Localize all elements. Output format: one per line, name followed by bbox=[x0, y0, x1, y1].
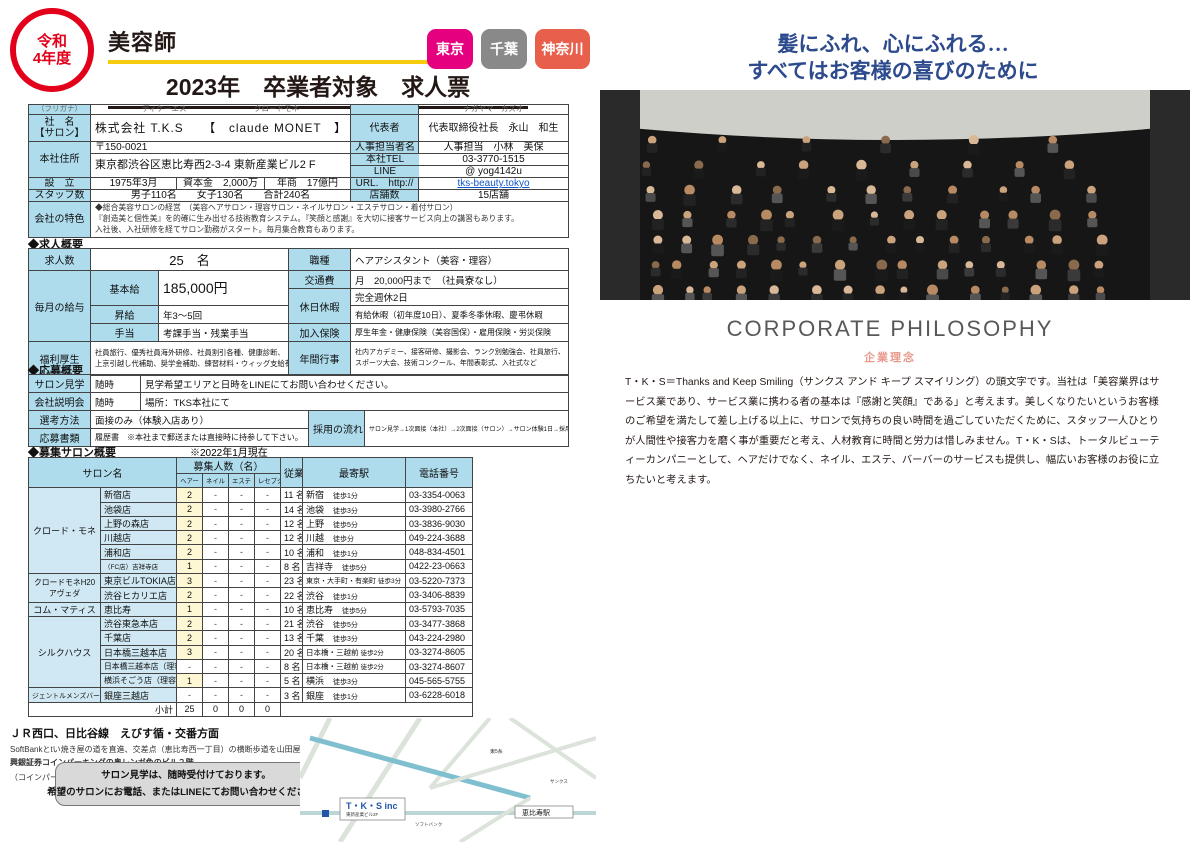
svg-text:恵比寿駅: 恵比寿駅 bbox=[522, 808, 550, 817]
svg-text:東5糸: 東5糸 bbox=[490, 748, 503, 755]
svg-text:T・K・S inc: T・K・S inc bbox=[346, 801, 398, 811]
svg-text:東新産業ビル2F: 東新産業ビル2F bbox=[346, 811, 379, 818]
